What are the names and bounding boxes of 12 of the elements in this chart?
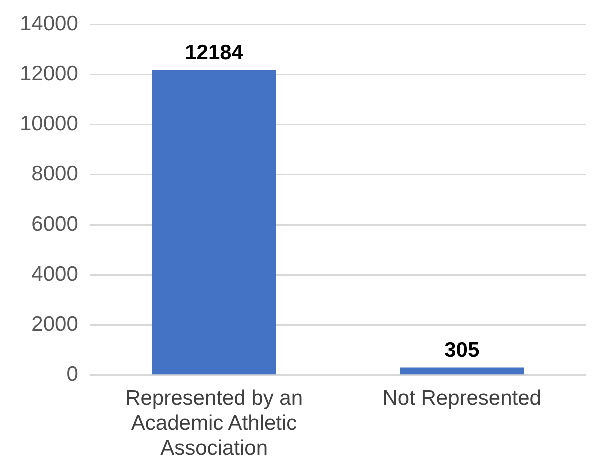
y-tick-label: 14000 xyxy=(20,12,78,36)
y-tick-label: 2000 xyxy=(32,313,78,336)
data-label: 305 xyxy=(444,339,480,362)
y-tick-label: 0 xyxy=(66,363,78,386)
y-tick-label: 8000 xyxy=(32,162,78,186)
y-tick-label: 4000 xyxy=(32,262,78,286)
data-label: 12184 xyxy=(185,41,244,64)
x-tick-label: Represented by an Academic Athletic Association xyxy=(126,386,304,460)
y-tick-label: 12000 xyxy=(20,62,78,86)
x-tick-label: Not Represented xyxy=(382,386,542,410)
y-tick-label: 6000 xyxy=(32,212,78,236)
y-tick-label: 10000 xyxy=(20,112,78,136)
